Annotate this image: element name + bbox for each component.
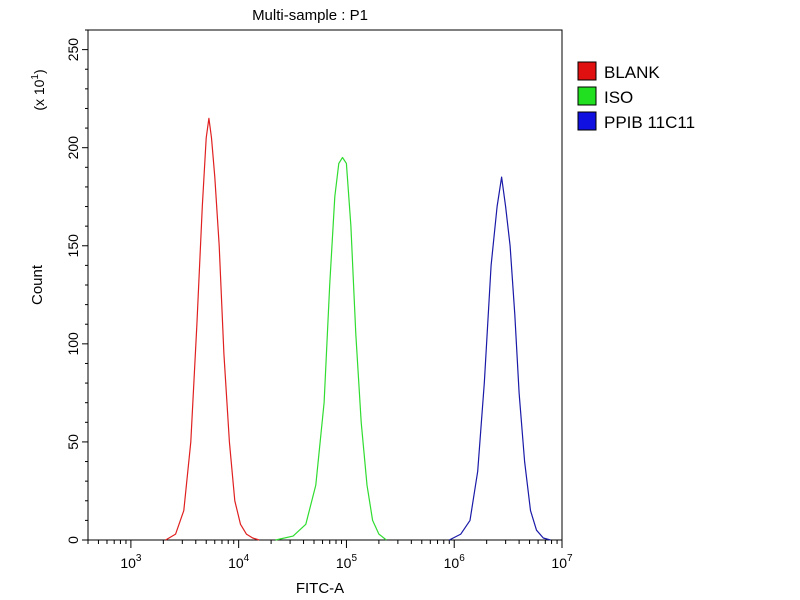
y-tick-label: 0: [65, 536, 81, 544]
series-line-ppib-11c11: [449, 176, 551, 541]
series-line-blank: [165, 117, 260, 541]
x-tick-label: 105: [336, 553, 358, 571]
y-axis-title: Count: [29, 264, 46, 305]
chart-title: Multi-sample : P1: [252, 7, 368, 24]
y-tick-label: 100: [65, 332, 81, 356]
plot-frame: [87, 29, 563, 541]
x-tick-label: 104: [228, 553, 250, 571]
y-tick-label: 200: [65, 136, 81, 160]
legend: BLANK ISO PPIB 11C11: [577, 61, 695, 132]
y-multiplier-label: (x 101): [30, 69, 47, 110]
y-tick-label: 50: [65, 434, 81, 450]
x-axis-title: FITC-A: [296, 580, 344, 597]
legend-label: BLANK: [604, 63, 660, 82]
x-tick-label: 103: [120, 553, 142, 571]
legend-label: PPIB 11C11: [604, 113, 695, 132]
series-line-iso: [275, 156, 387, 541]
legend-swatch: [577, 111, 597, 131]
x-tick-label: 106: [444, 553, 466, 571]
x-tick-label: 107: [551, 553, 573, 571]
legend-swatch: [577, 86, 597, 106]
legend-label: ISO: [604, 88, 633, 107]
legend-swatch: [577, 61, 597, 81]
y-tick-label: 250: [65, 38, 81, 62]
y-tick-label: 150: [65, 234, 81, 258]
